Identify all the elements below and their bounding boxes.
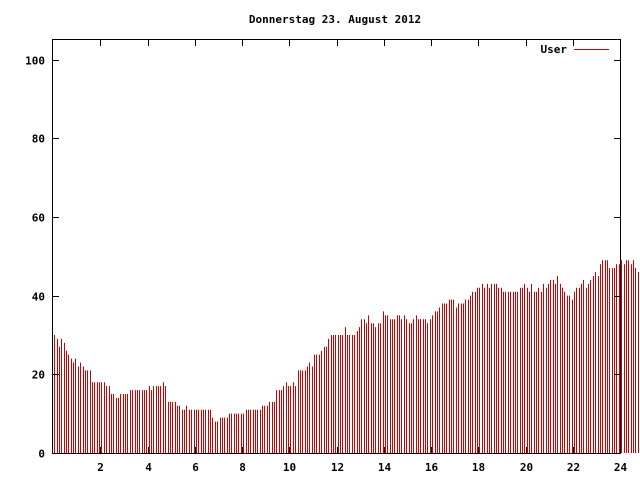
y-tick-label: 100	[25, 55, 45, 68]
x-tick-label: 16	[425, 461, 439, 474]
x-tick-label: 10	[283, 461, 296, 474]
x-tick-label: 2	[97, 461, 104, 474]
x-tick-label: 18	[472, 461, 485, 474]
x-tick-label: 8	[239, 461, 246, 474]
legend-label: User	[541, 43, 568, 56]
y-tick-label: 0	[38, 448, 45, 461]
legend: User	[541, 43, 609, 56]
bars-group	[54, 260, 639, 453]
x-tick-label: 6	[192, 461, 199, 474]
x-tick-label: 4	[145, 461, 152, 474]
x-tick-label: 20	[520, 461, 533, 474]
x-tick-label: 22	[567, 461, 580, 474]
x-tick-label: 12	[331, 461, 344, 474]
plot-frame	[52, 39, 621, 454]
x-tick-label: 14	[378, 461, 392, 474]
y-tick-label: 60	[32, 212, 45, 225]
y-tick-label: 80	[32, 133, 45, 146]
y-tick-label: 20	[32, 369, 45, 382]
x-tick-label: 24	[614, 461, 628, 474]
y-tick-label: 40	[32, 291, 45, 304]
chart-title: Donnerstag 23. August 2012	[249, 13, 421, 26]
